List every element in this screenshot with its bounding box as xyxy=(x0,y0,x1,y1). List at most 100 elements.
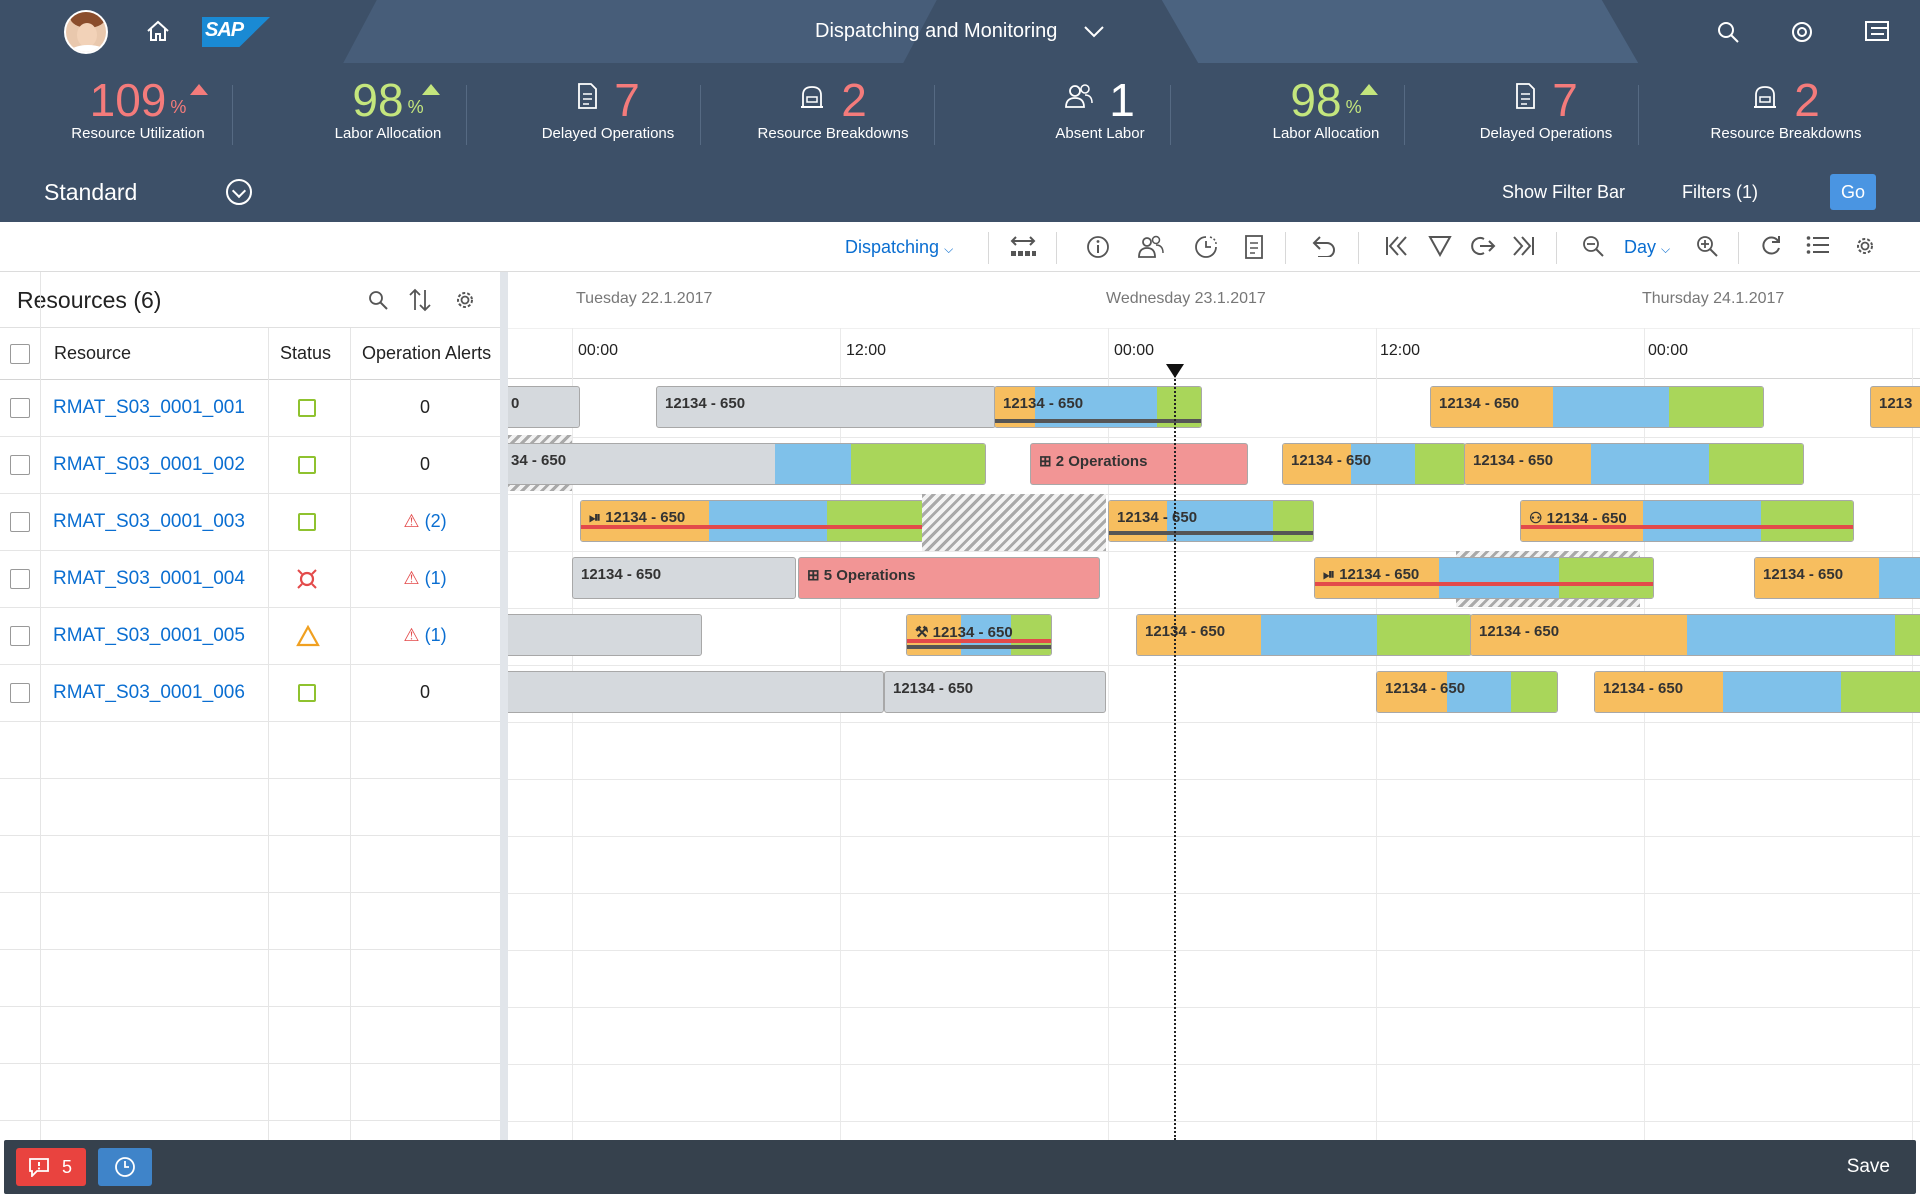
shell-decoration xyxy=(1161,0,1639,63)
info-icon[interactable] xyxy=(1086,235,1110,259)
row-checkbox[interactable] xyxy=(10,626,30,646)
kpi-tile[interactable]: 1 Absent Labor xyxy=(1002,63,1198,163)
operation-bar[interactable]: ⚇ 12134 - 650 xyxy=(1520,500,1854,542)
zoom-in-icon[interactable] xyxy=(1696,235,1718,257)
operation-bar[interactable]: 12134 - 650 xyxy=(994,386,1202,428)
checklist-icon[interactable] xyxy=(1244,235,1264,259)
app-title[interactable]: Dispatching and Monitoring xyxy=(815,20,1058,42)
operation-alert-count: (2) xyxy=(424,511,447,531)
operation-alert-count: 0 xyxy=(419,682,430,702)
timeline-date: Tuesday 22.1.2017 xyxy=(576,290,713,307)
resource-link[interactable]: RMAT_S03_0001_003 xyxy=(53,511,245,532)
table-row[interactable]: RMAT_S03_0001_001 0 xyxy=(0,380,500,437)
resource-link[interactable]: RMAT_S03_0001_004 xyxy=(53,568,245,589)
user-avatar[interactable] xyxy=(64,10,108,54)
operation-bar[interactable]: 12134 - 650 xyxy=(1594,671,1920,713)
column-resource[interactable]: Resource xyxy=(54,343,132,363)
table-row[interactable]: RMAT_S03_0001_006 0 xyxy=(0,665,500,722)
operation-alert-link[interactable]: ⚠ (2) xyxy=(350,511,500,532)
operation-bar[interactable]: 12134 - 650 xyxy=(656,386,996,428)
save-button[interactable]: Save xyxy=(1846,1156,1890,1177)
filters-button[interactable]: Filters (1) xyxy=(1682,182,1758,202)
current-time-marker[interactable] xyxy=(1166,364,1184,378)
settings-icon[interactable] xyxy=(454,289,476,311)
operation-bar[interactable]: 12134 - 650 xyxy=(1470,614,1920,656)
operation-bar[interactable]: 12134 - 650 xyxy=(1464,443,1804,485)
operation-bar[interactable]: ⏯ 12134 - 650 xyxy=(580,500,924,542)
menu-icon[interactable] xyxy=(1864,20,1890,42)
history-button[interactable] xyxy=(98,1148,152,1186)
show-filter-bar-button[interactable]: Show Filter Bar xyxy=(1502,182,1626,202)
zoom-level-select[interactable]: Day ⌵ xyxy=(1624,237,1670,258)
refresh-icon[interactable] xyxy=(1760,235,1782,257)
operation-bar[interactable]: 12134 - 650 xyxy=(1282,443,1466,485)
operations-group-bar[interactable]: ⊞ 2 Operations xyxy=(1030,443,1248,485)
people-icon[interactable] xyxy=(1138,235,1164,259)
operation-bar[interactable] xyxy=(508,614,702,656)
row-checkbox[interactable] xyxy=(10,683,30,703)
kpi-tile[interactable]: 98% Labor Allocation xyxy=(290,63,486,163)
chevron-down-icon[interactable] xyxy=(1083,25,1105,39)
table-row[interactable]: RMAT_S03_0001_003 ⚠ (2) xyxy=(0,494,500,551)
undo-icon[interactable] xyxy=(1312,235,1336,257)
row-checkbox[interactable] xyxy=(10,455,30,475)
operation-bar[interactable]: 12134 - 650 xyxy=(1108,500,1314,542)
splitter-handle[interactable] xyxy=(500,272,508,1140)
operation-bar[interactable]: ⏯ 12134 - 650 xyxy=(1314,557,1654,599)
column-operation-alerts[interactable]: Operation Alerts xyxy=(362,343,492,363)
search-icon[interactable] xyxy=(368,290,388,310)
kpi-tile[interactable]: 98% Labor Allocation xyxy=(1228,63,1424,163)
go-first-icon[interactable] xyxy=(1384,235,1408,257)
operation-bar[interactable]: 12134 - 650 xyxy=(1136,614,1472,656)
table-row[interactable]: RMAT_S03_0001_005 ⚠ (1) xyxy=(0,608,500,665)
row-checkbox[interactable] xyxy=(10,398,30,418)
goto-today-icon[interactable] xyxy=(1470,235,1496,257)
variant-name[interactable]: Standard xyxy=(44,179,138,205)
operations-group-bar[interactable]: ⊞ 5 Operations xyxy=(798,557,1100,599)
resource-link[interactable]: RMAT_S03_0001_006 xyxy=(53,682,245,703)
filter-icon[interactable] xyxy=(1428,235,1452,257)
resource-link[interactable]: RMAT_S03_0001_001 xyxy=(53,397,245,418)
row-checkbox[interactable] xyxy=(10,512,30,532)
go-button[interactable]: Go xyxy=(1830,174,1876,210)
operation-bar[interactable]: 34 - 650 xyxy=(508,443,986,485)
resource-link[interactable]: RMAT_S03_0001_002 xyxy=(53,454,245,475)
kpi-tile[interactable]: 2 Resource Breakdowns xyxy=(1688,63,1884,163)
home-icon[interactable] xyxy=(146,20,170,42)
notifications-icon[interactable] xyxy=(1790,20,1814,44)
operation-bar[interactable]: 12134 - 650 xyxy=(1430,386,1764,428)
search-icon[interactable] xyxy=(1716,20,1740,44)
table-row[interactable]: RMAT_S03_0001_002 0 xyxy=(0,437,500,494)
go-last-icon[interactable] xyxy=(1512,235,1536,257)
list-icon[interactable] xyxy=(1806,235,1830,255)
settings-icon[interactable] xyxy=(1854,235,1876,257)
kpi-tile[interactable]: 2 Resource Breakdowns xyxy=(735,63,931,163)
select-all-checkbox[interactable] xyxy=(10,344,30,364)
operation-bar[interactable]: ⚒ 12134 - 650 xyxy=(906,614,1052,656)
kpi-header: 109% Resource Utilization 98% Labor Allo… xyxy=(0,63,1920,163)
resource-link[interactable]: RMAT_S03_0001_005 xyxy=(53,625,245,646)
operation-bar[interactable]: 1213 xyxy=(1870,386,1920,428)
messages-button[interactable]: 5 xyxy=(16,1148,86,1186)
row-checkbox[interactable] xyxy=(10,569,30,589)
variant-dropdown-icon[interactable] xyxy=(226,179,252,205)
sort-icon[interactable] xyxy=(408,288,432,312)
kpi-tile[interactable]: 7 Delayed Operations xyxy=(510,63,706,163)
history-icon[interactable] xyxy=(1194,235,1218,259)
assign-icon[interactable] xyxy=(1008,235,1038,259)
operation-bar[interactable] xyxy=(508,671,884,713)
operation-alert-link[interactable]: ⚠ (1) xyxy=(350,568,500,589)
kpi-tile[interactable]: 7 Delayed Operations xyxy=(1448,63,1644,163)
operation-bar[interactable]: 12134 - 650 xyxy=(1754,557,1920,599)
column-status[interactable]: Status xyxy=(280,343,332,363)
operation-bar[interactable]: 12134 - 650 xyxy=(572,557,796,599)
table-row[interactable]: RMAT_S03_0001_004 ⚠ (1) xyxy=(0,551,500,608)
operation-alert-link[interactable]: ⚠ (1) xyxy=(350,625,500,646)
zoom-out-icon[interactable] xyxy=(1582,235,1604,257)
operation-bar[interactable]: 0 xyxy=(508,386,580,428)
kpi-tile[interactable]: 109% Resource Utilization xyxy=(40,63,236,163)
sap-logo[interactable]: SAP xyxy=(202,17,270,47)
operation-bar[interactable]: 12134 - 650 xyxy=(1376,671,1558,713)
operation-bar[interactable]: 12134 - 650 xyxy=(884,671,1106,713)
mode-select[interactable]: Dispatching ⌵ xyxy=(845,237,953,258)
